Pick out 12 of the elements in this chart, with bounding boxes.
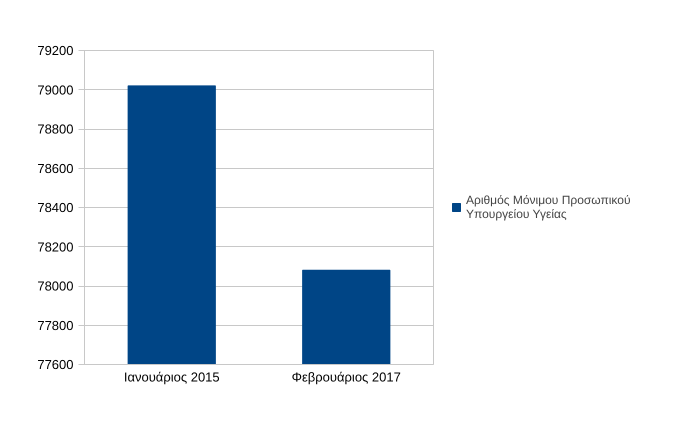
x-tick-label: Ιανουάριος 2015 (124, 370, 220, 384)
y-tick-label: 78600 (37, 160, 74, 176)
y-tick-label: 77800 (37, 318, 74, 333)
y-tick-label: 78000 (37, 278, 74, 294)
y-tick-label: 79200 (37, 43, 74, 58)
y-tick-label: 79000 (37, 82, 74, 98)
y-tick-label: 78800 (37, 122, 74, 136)
y-tick-label: 77600 (37, 357, 74, 372)
y-tick-label: 78200 (37, 239, 74, 254)
y-tick-label: 78400 (37, 200, 74, 215)
legend-label: Αριθμός Μόνιμου Προσωπικού Υπουργείου Υγείας (466, 193, 631, 221)
x-tick-label: Φεβρουάριος 2017 (292, 370, 401, 384)
